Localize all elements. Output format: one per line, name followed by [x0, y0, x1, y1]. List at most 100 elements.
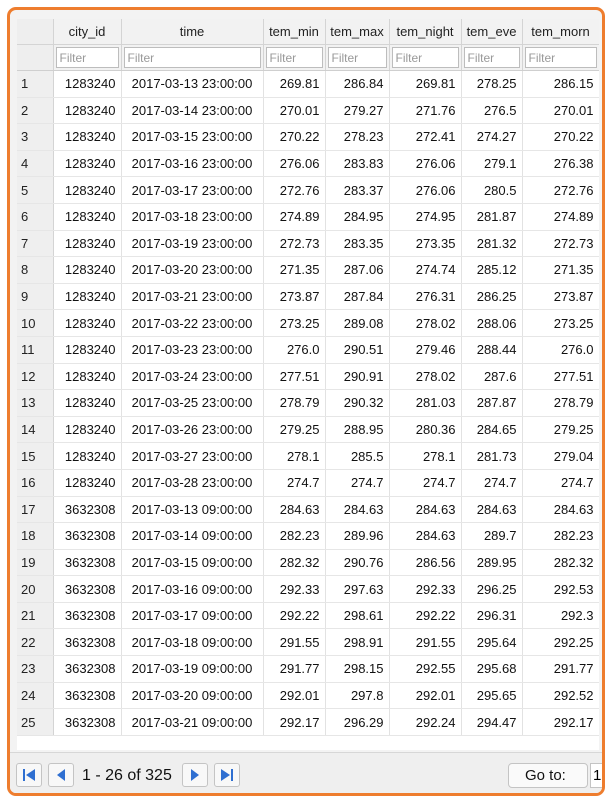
cell-tem-eve[interactable]: 286.25 — [461, 283, 523, 311]
cell-city-id[interactable]: 1283240 — [53, 309, 122, 337]
filter-input-city-id[interactable] — [55, 47, 119, 68]
cell-city-id[interactable]: 3632308 — [53, 602, 122, 630]
filter-input-tem-min[interactable] — [265, 47, 323, 68]
cell-time[interactable]: 2017-03-28 23:00:00 — [121, 469, 264, 497]
table-row[interactable]: 20 3632308 2017-03-16 09:00:00 292.33 297.63… — [17, 575, 599, 603]
cell-tem-eve[interactable]: 284.63 — [461, 496, 523, 524]
table-row[interactable]: 19 3632308 2017-03-15 09:00:00 282.32 290.76… — [17, 549, 599, 577]
table-row[interactable]: 5 1283240 2017-03-17 23:00:00 272.76 283.37 2… — [17, 176, 599, 204]
cell-tem-night[interactable]: 292.22 — [389, 602, 462, 630]
cell-time[interactable]: 2017-03-19 09:00:00 — [121, 655, 264, 683]
cell-time[interactable]: 2017-03-26 23:00:00 — [121, 416, 264, 444]
cell-tem-max[interactable]: 287.06 — [325, 256, 390, 284]
table-row[interactable]: 8 1283240 2017-03-20 23:00:00 271.35 287.06 2… — [17, 256, 599, 284]
table-row[interactable]: 24 3632308 2017-03-20 09:00:00 292.01 297.8 2… — [17, 682, 599, 710]
cell-tem-night[interactable]: 291.55 — [389, 628, 462, 657]
filter-input-tem-max[interactable] — [327, 47, 387, 68]
cell-tem-night[interactable]: 276.31 — [389, 283, 462, 311]
table-row[interactable]: 13 1283240 2017-03-25 23:00:00 278.79 290.32… — [17, 389, 599, 417]
cell-city-id[interactable]: 3632308 — [53, 549, 122, 577]
cell-tem-max[interactable]: 297.63 — [325, 575, 390, 603]
cell-tem-max[interactable]: 279.27 — [325, 97, 390, 125]
cell-city-id[interactable]: 1283240 — [53, 336, 122, 364]
cell-tem-max[interactable]: 283.37 — [325, 176, 390, 204]
cell-time[interactable]: 2017-03-16 23:00:00 — [121, 150, 264, 178]
cell-tem-min[interactable]: 279.25 — [263, 416, 326, 444]
table-row[interactable]: 3 1283240 2017-03-15 23:00:00 270.22 278.23 2… — [17, 123, 599, 151]
table-row[interactable]: 6 1283240 2017-03-18 23:00:00 274.89 284.95 2… — [17, 203, 599, 231]
cell-tem-morn[interactable]: 276.38 — [522, 150, 599, 178]
table-row[interactable]: 25 3632308 2017-03-21 09:00:00 292.17 296.29… — [17, 708, 599, 736]
cell-tem-eve[interactable]: 296.25 — [461, 575, 523, 603]
cell-tem-eve[interactable]: 287.87 — [461, 389, 523, 417]
table-row[interactable]: 15 1283240 2017-03-27 23:00:00 278.1 285.5 27… — [17, 442, 599, 470]
cell-city-id[interactable]: 1283240 — [53, 150, 122, 178]
cell-city-id[interactable]: 1283240 — [53, 283, 122, 311]
table-row[interactable]: 10 1283240 2017-03-22 23:00:00 273.25 289.08… — [17, 309, 599, 337]
filter-input-time[interactable] — [123, 47, 261, 68]
cell-tem-min[interactable]: 292.17 — [263, 708, 326, 736]
cell-tem-max[interactable]: 290.76 — [325, 549, 390, 577]
cell-time[interactable]: 2017-03-14 09:00:00 — [121, 522, 264, 550]
cell-tem-min[interactable]: 291.55 — [263, 628, 326, 657]
cell-tem-max[interactable]: 286.84 — [325, 70, 390, 98]
cell-city-id[interactable]: 1283240 — [53, 389, 122, 417]
cell-tem-min[interactable]: 276.06 — [263, 150, 326, 178]
filter-input-tem-eve[interactable] — [463, 47, 520, 68]
cell-tem-morn[interactable]: 273.25 — [522, 309, 599, 337]
cell-tem-morn[interactable]: 282.23 — [522, 522, 599, 550]
cell-tem-max[interactable]: 288.95 — [325, 416, 390, 444]
cell-tem-morn[interactable]: 276.0 — [522, 336, 599, 364]
cell-tem-morn[interactable]: 271.35 — [522, 256, 599, 284]
cell-tem-max[interactable]: 298.61 — [325, 602, 390, 630]
cell-tem-eve[interactable]: 295.68 — [461, 655, 523, 683]
cell-tem-max[interactable]: 298.91 — [325, 628, 390, 657]
previous-page-button[interactable] — [48, 763, 74, 787]
cell-tem-min[interactable]: 291.77 — [263, 655, 326, 683]
cell-tem-morn[interactable]: 273.87 — [522, 283, 599, 311]
cell-tem-max[interactable]: 287.84 — [325, 283, 390, 311]
cell-tem-min[interactable]: 278.1 — [263, 442, 326, 470]
cell-time[interactable]: 2017-03-20 23:00:00 — [121, 256, 264, 284]
cell-tem-eve[interactable]: 281.87 — [461, 203, 523, 231]
cell-city-id[interactable]: 3632308 — [53, 682, 122, 710]
cell-tem-max[interactable]: 290.51 — [325, 336, 390, 364]
cell-city-id[interactable]: 3632308 — [53, 522, 122, 550]
table-row[interactable]: 7 1283240 2017-03-19 23:00:00 272.73 283.35 2… — [17, 230, 599, 258]
cell-tem-max[interactable]: 298.15 — [325, 655, 390, 683]
cell-city-id[interactable]: 3632308 — [53, 575, 122, 603]
cell-tem-eve[interactable]: 274.27 — [461, 123, 523, 151]
cell-tem-max[interactable]: 289.08 — [325, 309, 390, 337]
cell-city-id[interactable]: 1283240 — [53, 416, 122, 444]
cell-tem-min[interactable]: 292.33 — [263, 575, 326, 603]
cell-tem-night[interactable]: 276.06 — [389, 150, 462, 178]
cell-tem-morn[interactable]: 282.32 — [522, 549, 599, 577]
cell-tem-night[interactable]: 278.02 — [389, 309, 462, 337]
cell-tem-night[interactable]: 274.74 — [389, 256, 462, 284]
cell-tem-eve[interactable]: 295.65 — [461, 682, 523, 710]
cell-time[interactable]: 2017-03-15 23:00:00 — [121, 123, 264, 151]
cell-city-id[interactable]: 3632308 — [53, 655, 122, 683]
cell-time[interactable]: 2017-03-17 09:00:00 — [121, 602, 264, 630]
table-row[interactable]: 14 1283240 2017-03-26 23:00:00 279.25 288.95… — [17, 416, 599, 444]
cell-time[interactable]: 2017-03-14 23:00:00 — [121, 97, 264, 125]
cell-tem-min[interactable]: 284.63 — [263, 496, 326, 524]
cell-tem-night[interactable]: 272.41 — [389, 123, 462, 151]
cell-tem-night[interactable]: 274.95 — [389, 203, 462, 231]
cell-tem-eve[interactable]: 289.95 — [461, 549, 523, 577]
cell-time[interactable]: 2017-03-19 23:00:00 — [121, 230, 264, 258]
cell-tem-morn[interactable]: 292.53 — [522, 575, 599, 603]
cell-tem-eve[interactable]: 288.44 — [461, 336, 523, 364]
cell-tem-morn[interactable]: 272.73 — [522, 230, 599, 258]
cell-tem-morn[interactable]: 270.01 — [522, 97, 599, 125]
table-row[interactable]: 2 1283240 2017-03-14 23:00:00 270.01 279.27 2… — [17, 97, 599, 125]
cell-tem-max[interactable]: 290.32 — [325, 389, 390, 417]
cell-tem-min[interactable]: 277.51 — [263, 363, 326, 391]
table-row[interactable]: 17 3632308 2017-03-13 09:00:00 284.63 284.63… — [17, 496, 599, 524]
cell-tem-eve[interactable]: 281.73 — [461, 442, 523, 470]
cell-city-id[interactable]: 1283240 — [53, 230, 122, 258]
go-to-page-input[interactable] — [590, 763, 602, 788]
cell-tem-max[interactable]: 297.8 — [325, 682, 390, 710]
cell-tem-night[interactable]: 292.01 — [389, 682, 462, 710]
cell-city-id[interactable]: 1283240 — [53, 256, 122, 284]
